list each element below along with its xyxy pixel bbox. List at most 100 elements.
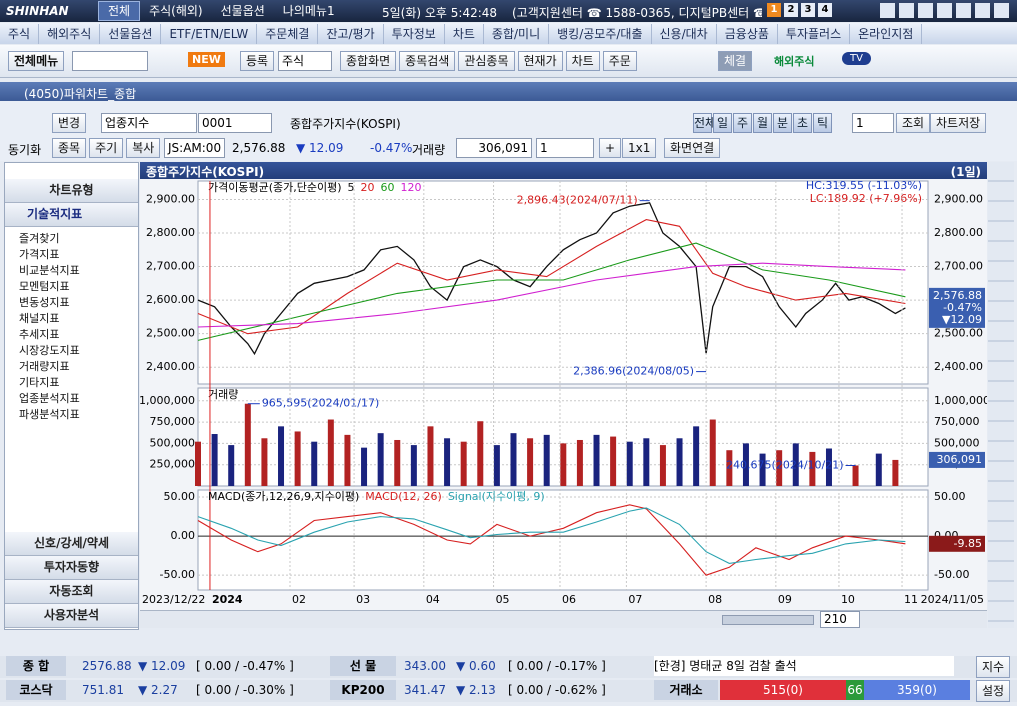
sync-button[interactable]: 복사 — [126, 138, 161, 158]
volume-bar — [875, 453, 882, 486]
screen-button[interactable]: 차트 — [565, 51, 600, 71]
all-menu-button[interactable]: 전체메뉴 — [8, 51, 65, 71]
screen-button[interactable]: 종목검색 — [399, 51, 456, 71]
news-ticker[interactable]: [한경] 명태균 8일 검찰 출석 — [654, 656, 954, 676]
index-button[interactable]: 지수 — [976, 656, 1011, 678]
scroll-count[interactable]: 210 — [820, 611, 860, 628]
volume-bar — [726, 450, 733, 486]
tree-item[interactable]: 즐겨찾기 — [19, 232, 60, 245]
layout-count[interactable]: 1 — [536, 138, 594, 158]
indicator-tab[interactable]: 기술적지표 — [5, 203, 138, 227]
tab[interactable]: 주식(해외) — [149, 4, 203, 18]
change-button[interactable]: 변경 — [52, 113, 87, 133]
settings-button[interactable]: 설정 — [976, 680, 1011, 702]
tv-link[interactable]: TV — [842, 52, 871, 65]
new-badge[interactable]: NEW — [188, 52, 225, 67]
menu-item[interactable]: 투자플러스 — [778, 23, 851, 44]
volume-bar — [709, 419, 716, 486]
period-button[interactable]: 전체 — [693, 113, 716, 133]
panel — [197, 180, 929, 385]
tree-item[interactable]: 추세지표 — [19, 328, 60, 341]
page-button[interactable]: 1 — [767, 3, 781, 17]
sidebar-tab[interactable]: 자동조회 — [5, 580, 138, 604]
tree-item[interactable]: 모멘텀지표 — [19, 280, 70, 293]
market-select[interactable]: 업종지수 — [101, 113, 197, 133]
volume-bar — [676, 438, 683, 486]
tree-item[interactable]: 변동성지표 — [19, 296, 70, 309]
x-tick-label: 02 — [292, 593, 306, 606]
menu-item[interactable]: 투자정보 — [384, 23, 445, 44]
add-button[interactable]: + — [599, 138, 622, 158]
tree-item[interactable]: 비교분석지표 — [19, 264, 80, 277]
x-tick-label: 08 — [708, 593, 722, 606]
tree-item[interactable]: 거래량지표 — [19, 360, 70, 373]
tree-item[interactable]: 기타지표 — [19, 376, 60, 389]
screen-button[interactable]: 주문 — [602, 51, 637, 71]
count-select[interactable]: 1 — [852, 113, 894, 133]
period-button[interactable]: 틱 — [813, 113, 832, 133]
market-value: 343.00 — [404, 659, 446, 673]
menu-search-input[interactable] — [72, 51, 148, 71]
clock: 5일(화) 오후 5:42:48 — [382, 6, 498, 20]
menu-item[interactable]: 차트 — [445, 23, 484, 44]
y-tick-label-right: 2,900.00 — [934, 192, 983, 205]
drawing-tools[interactable] — [988, 162, 1014, 628]
tab[interactable]: 선물옵션 — [220, 4, 265, 18]
page-button[interactable]: 4 — [818, 3, 832, 17]
screen-button[interactable]: 현재가 — [517, 51, 563, 71]
period-button[interactable]: 초 — [793, 113, 812, 133]
overseas-link[interactable]: 해외주식 — [774, 55, 815, 68]
sync-button[interactable]: 종목 — [52, 138, 87, 158]
page-button[interactable]: 3 — [801, 3, 815, 17]
menu-item[interactable]: 선물옵션 — [100, 23, 162, 44]
register-button[interactable]: 등록 — [240, 51, 275, 71]
menu-item[interactable]: 잔고/평가 — [318, 23, 384, 44]
screen-button[interactable]: 관심종목 — [458, 51, 515, 71]
volume-bar — [344, 434, 351, 486]
sidebar-tab[interactable]: 신호/강세/약세 — [5, 532, 138, 556]
tree-item[interactable]: 파생분석지표 — [19, 408, 80, 421]
menu-item[interactable]: 온라인지점 — [850, 23, 923, 44]
volume-bar — [892, 459, 899, 486]
grid-button[interactable]: 1x1 — [622, 138, 657, 158]
zoom-track[interactable] — [722, 615, 814, 625]
chart-scrollbar[interactable]: 210 — [140, 610, 987, 628]
menu-item[interactable]: 종합/미니 — [484, 23, 550, 44]
code-input[interactable]: 0001 — [198, 113, 272, 133]
period-button[interactable]: 월 — [753, 113, 772, 133]
link-button[interactable]: 화면연결 — [664, 138, 721, 158]
tree-item[interactable]: 업종분석지표 — [19, 392, 80, 405]
menu-item[interactable]: 뱅킹/공모주/대출 — [549, 23, 652, 44]
type-select[interactable]: 주식 — [278, 51, 332, 71]
menu-item[interactable]: 주문체결 — [257, 23, 319, 44]
period-button[interactable]: 분 — [773, 113, 792, 133]
x-end-label: 2024/11/05 — [921, 593, 984, 606]
tab[interactable]: 전체 — [98, 1, 141, 21]
tree-item[interactable]: 시장강도지표 — [19, 344, 80, 357]
menu-item[interactable]: 해외주식 — [39, 23, 101, 44]
sidebar-tab[interactable]: 사용자분석 — [5, 604, 138, 628]
tree-item[interactable]: 채널지표 — [19, 312, 60, 325]
menu-item[interactable]: ETF/ETN/ELW — [161, 23, 258, 44]
screen-button[interactable]: 종합화면 — [340, 51, 397, 71]
page-button[interactable]: 2 — [784, 3, 798, 17]
sync-button[interactable]: 주기 — [89, 138, 124, 158]
price-change: ▼ 12.09 — [296, 141, 344, 155]
sidebar-tab[interactable]: 투자자동향 — [5, 556, 138, 580]
market-change: ▼ 0.60 — [456, 659, 496, 673]
last-value-label: 2,576.88 — [933, 289, 982, 302]
window-buttons[interactable] — [880, 3, 1010, 18]
query-button[interactable]: 조회 — [896, 113, 931, 133]
chart-type-tab[interactable]: 차트유형 — [5, 179, 138, 203]
period-button[interactable]: 주 — [733, 113, 752, 133]
period-button[interactable]: 일 — [713, 113, 732, 133]
volume-bar — [228, 445, 235, 486]
tree-item[interactable]: 가격지표 — [19, 248, 60, 261]
fill-button[interactable]: 체결 — [718, 51, 753, 71]
menu-item[interactable]: 금융상품 — [717, 23, 778, 44]
volume-bar — [809, 451, 816, 486]
save-button[interactable]: 차트저장 — [930, 113, 987, 133]
menu-item[interactable]: 주식 — [0, 23, 40, 44]
tab[interactable]: 나의메뉴1 — [282, 4, 335, 18]
menu-item[interactable]: 신용/대차 — [652, 23, 717, 44]
